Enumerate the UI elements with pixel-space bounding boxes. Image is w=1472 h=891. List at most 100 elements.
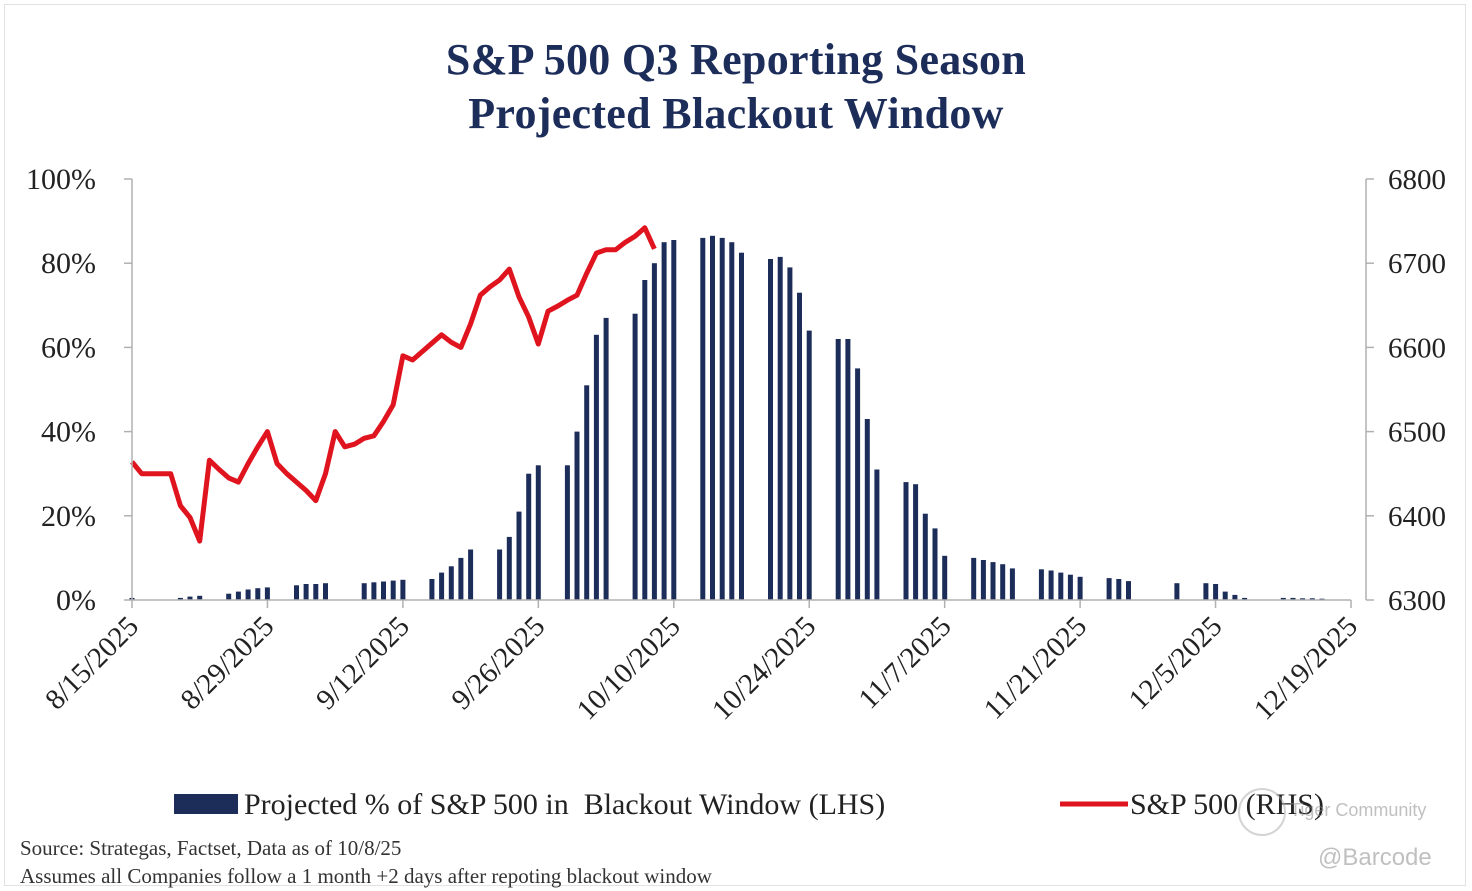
bar-72	[1203, 583, 1209, 600]
bar-6	[245, 589, 251, 600]
bar-78	[1290, 597, 1296, 600]
bar-77	[1280, 597, 1286, 600]
source-text: Source: Strategas, Factset, Data as of 1…	[20, 836, 402, 860]
bar-47	[806, 330, 812, 600]
bar-64	[1048, 570, 1054, 600]
bar-40	[719, 237, 725, 600]
bar-74	[1222, 591, 1228, 600]
legend-bar-label: Projected % of S&P 500 in Blackout Windo…	[244, 788, 885, 821]
bar-39	[710, 235, 715, 601]
bar-61	[1000, 564, 1006, 600]
right-tick-label-1: 6400	[1388, 501, 1446, 533]
chart-frame	[4, 4, 1466, 886]
bar-66	[1067, 574, 1073, 600]
bar-37	[671, 240, 677, 600]
bar-23	[497, 549, 503, 600]
bar-26	[526, 473, 532, 600]
bar-31	[593, 334, 599, 600]
bar-36	[661, 242, 667, 600]
bar-70	[1126, 581, 1131, 600]
bar-57	[942, 555, 948, 600]
bar-8	[264, 587, 270, 600]
bar-34	[642, 280, 648, 600]
bar-18	[429, 579, 435, 600]
bar-33	[632, 313, 638, 600]
x-tick-label-8: 12/5/2025	[1123, 610, 1229, 716]
left-tick-label-2: 40%	[41, 416, 96, 449]
bar-44	[777, 256, 783, 600]
x-tick-label-5: 10/24/2025	[706, 610, 822, 726]
right-tick-label-0: 6300	[1388, 585, 1446, 617]
bar-25	[516, 511, 522, 600]
bar-56	[932, 528, 938, 600]
bar-69	[1116, 579, 1122, 600]
bar-54	[913, 484, 919, 600]
bar-79	[1300, 598, 1306, 600]
bar-71	[1174, 583, 1180, 600]
right-tick-label-3: 6600	[1388, 332, 1446, 364]
bar-38	[700, 237, 706, 600]
bar-11	[313, 584, 319, 600]
bar-29	[574, 431, 580, 600]
x-tick-label-4: 10/10/2025	[571, 610, 687, 726]
legend-bar-swatch	[174, 794, 238, 814]
bar-1	[177, 597, 183, 600]
chart-title-line-1: S&P 500 Q3 Reporting Season	[445, 35, 1027, 84]
bars-layer	[129, 235, 1325, 601]
bar-53	[903, 482, 909, 600]
bar-63	[1038, 569, 1044, 600]
bar-12	[323, 583, 328, 600]
bar-59	[980, 560, 986, 600]
x-tick-label-9: 12/19/2025	[1248, 610, 1364, 726]
bar-10	[303, 584, 309, 600]
right-tick-label-5: 6800	[1388, 164, 1446, 196]
bar-45	[787, 267, 793, 600]
bar-27	[535, 465, 541, 600]
bar-17	[400, 579, 406, 600]
bar-3	[197, 595, 203, 600]
bar-42	[739, 252, 744, 600]
x-tick-label-7: 11/21/2025	[978, 610, 1093, 725]
bar-21	[458, 557, 464, 600]
left-tick-label-0: 0%	[56, 584, 96, 617]
bar-20	[448, 566, 454, 600]
bar-73	[1213, 584, 1219, 600]
bar-22	[468, 549, 474, 600]
bar-46	[797, 292, 802, 600]
bar-30	[584, 385, 590, 600]
bar-50	[855, 368, 861, 600]
legend: Projected % of S&P 500 in Blackout Windo…	[174, 788, 1324, 821]
bar-41	[729, 242, 735, 600]
bar-76	[1242, 597, 1248, 600]
bar-55	[922, 513, 928, 600]
x-tick-label-0: 8/15/2025	[39, 610, 145, 716]
bar-67	[1077, 576, 1083, 600]
bar-51	[864, 419, 870, 600]
bar-65	[1058, 572, 1064, 600]
bar-7	[255, 588, 261, 600]
bar-19	[439, 572, 445, 600]
bar-43	[768, 259, 773, 600]
x-tick-label-3: 9/26/2025	[445, 610, 551, 716]
bar-2	[187, 596, 193, 600]
right-tick-label-4: 6700	[1388, 248, 1446, 280]
bar-68	[1106, 578, 1112, 600]
watermark-handle: @Barcode	[1318, 844, 1432, 871]
bar-4	[226, 593, 232, 600]
x-tick-label-1: 8/29/2025	[175, 610, 281, 716]
left-tick-label-5: 100%	[26, 163, 96, 196]
sp500-line	[130, 225, 657, 544]
bar-62	[1009, 568, 1015, 600]
bar-75	[1232, 594, 1238, 600]
bar-80	[1309, 598, 1315, 600]
legend-line-label: S&P 500 (RHS)	[1130, 788, 1324, 821]
bar-9	[294, 585, 299, 600]
watermark-community: Tiger Community	[1290, 800, 1427, 820]
left-tick-label-3: 60%	[41, 331, 96, 364]
bar-28	[564, 465, 570, 600]
bar-5	[235, 591, 241, 600]
methodology-note: Assumes all Companies follow a 1 month +…	[20, 864, 712, 888]
tiger-community-logo-icon	[1238, 788, 1286, 836]
bar-49	[845, 339, 851, 600]
